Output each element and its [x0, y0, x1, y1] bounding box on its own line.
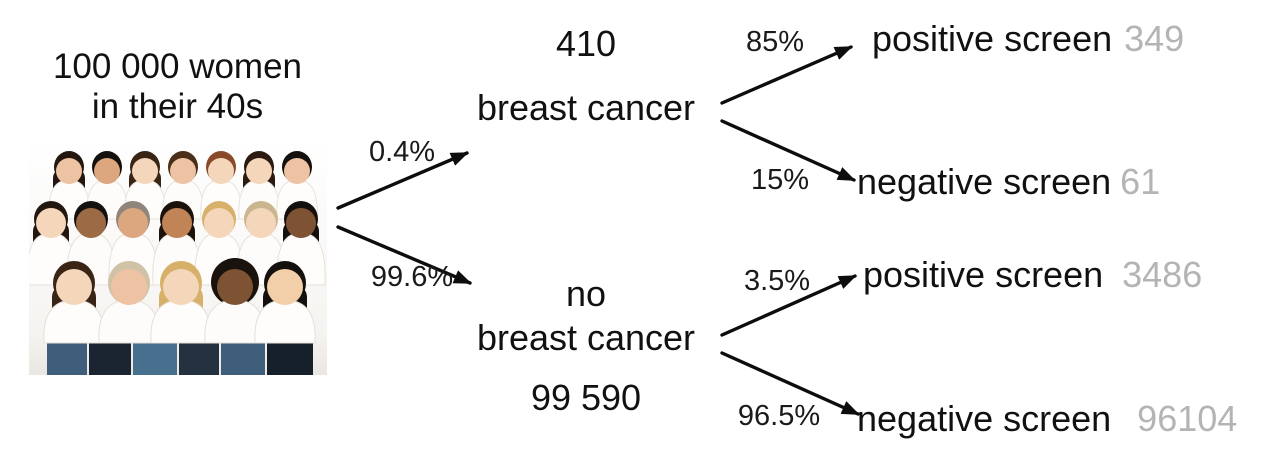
leaf-count: 349 [1124, 18, 1185, 59]
node-label-cancer: breast cancer [476, 87, 696, 128]
node-label-no-cancer-line2: breast cancer [476, 317, 696, 358]
leaf-negative-screen-cancer: negative screen 61 [857, 164, 1160, 200]
population-label-line2: in their 40s [91, 87, 264, 126]
prob-neg-given-healthy: 96.5% [737, 400, 821, 432]
prob-pos-given-cancer: 85% [745, 26, 805, 58]
prob-pos-given-healthy: 3.5% [743, 265, 811, 297]
node-count-cancer: 410 [555, 23, 617, 64]
leaf-count: 3486 [1122, 254, 1203, 295]
prob-cancer: 0.4% [368, 136, 436, 168]
leaf-negative-screen-healthy: negative screen 96104 [857, 401, 1237, 437]
leaf-positive-screen-healthy: positive screen 3486 [863, 257, 1202, 293]
women-group-photo [26, 135, 327, 375]
node-count-no-cancer: 99 590 [530, 377, 642, 418]
prob-no-cancer: 99.6% [370, 261, 454, 293]
leaf-label: positive screen [863, 254, 1104, 295]
leaf-count: 96104 [1137, 398, 1238, 439]
women-group-photo-illustration [26, 135, 327, 375]
prob-neg-given-cancer: 15% [750, 164, 810, 196]
node-label-no-cancer-line1: no [565, 273, 607, 314]
population-label-line1: 100 000 women [52, 47, 303, 86]
leaf-count: 61 [1120, 161, 1161, 202]
leaf-label: positive screen [872, 18, 1113, 59]
leaf-positive-screen-cancer: positive screen 349 [872, 21, 1184, 57]
leaf-label: negative screen [857, 398, 1112, 439]
leaf-label: negative screen [857, 161, 1112, 202]
population-label: 100 000 women in their 40s [25, 47, 330, 127]
